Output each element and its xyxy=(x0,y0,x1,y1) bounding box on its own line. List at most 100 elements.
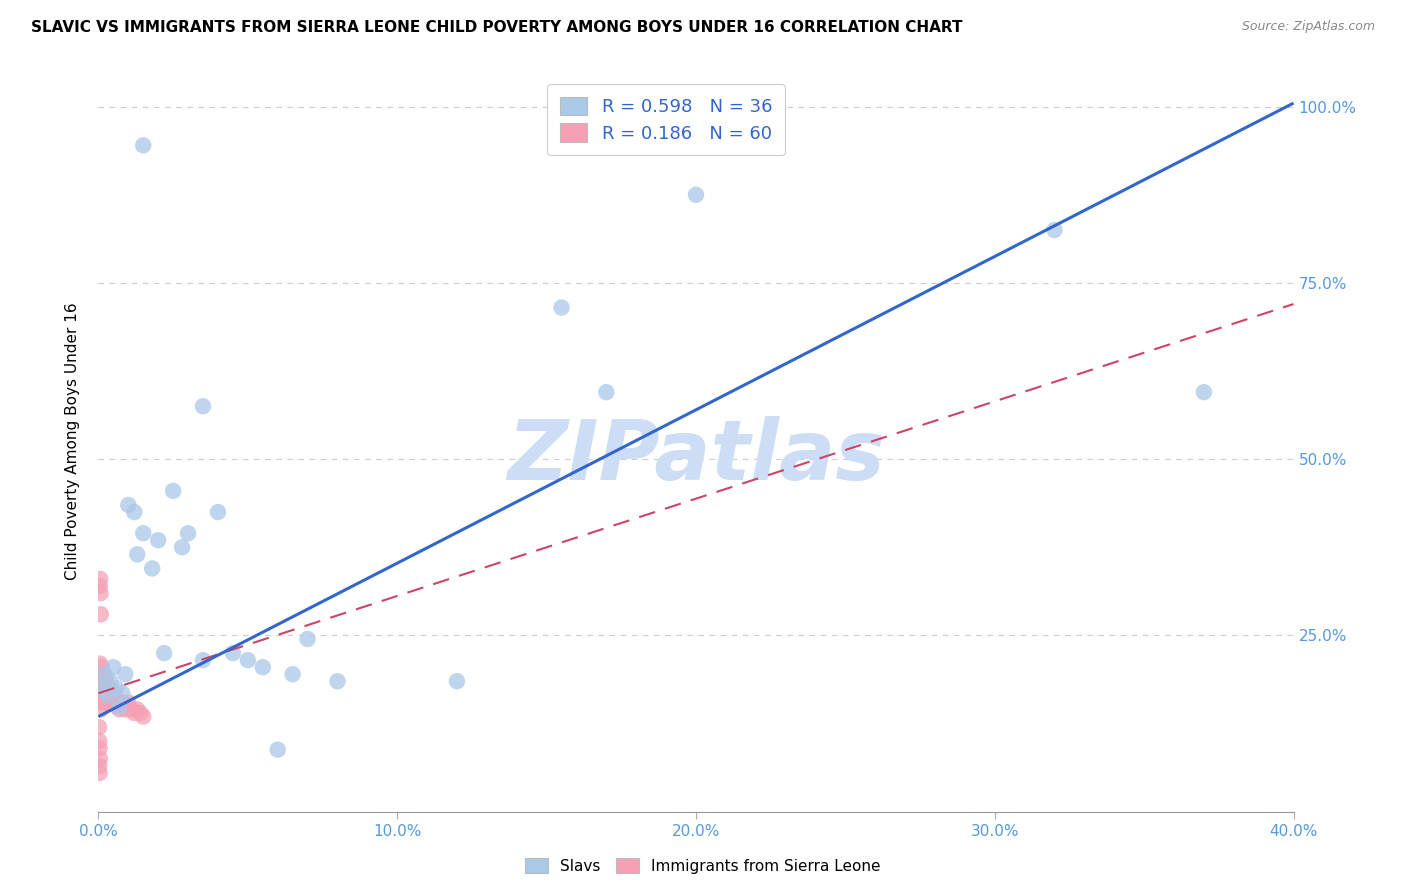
Point xyxy=(89,752,111,766)
Point xyxy=(90,681,112,696)
Point xyxy=(114,667,136,681)
Point xyxy=(94,685,117,699)
Y-axis label: Child Poverty Among Boys Under 16: Child Poverty Among Boys Under 16 xyxy=(65,302,80,581)
Point xyxy=(550,301,572,315)
Point xyxy=(98,681,122,696)
Point xyxy=(87,689,110,703)
Point xyxy=(1192,385,1215,400)
Point xyxy=(89,667,111,681)
Point xyxy=(153,646,176,660)
Point xyxy=(90,685,112,699)
Point xyxy=(96,681,118,696)
Point xyxy=(124,505,146,519)
Point xyxy=(94,692,117,706)
Point xyxy=(281,667,304,681)
Point xyxy=(127,547,149,561)
Point xyxy=(108,702,131,716)
Point xyxy=(93,689,115,703)
Point xyxy=(98,692,122,706)
Point xyxy=(127,702,149,716)
Point xyxy=(90,607,112,622)
Point xyxy=(177,526,200,541)
Point xyxy=(222,646,245,660)
Point xyxy=(87,720,110,734)
Point xyxy=(111,686,134,700)
Point xyxy=(98,674,122,689)
Point xyxy=(89,759,111,773)
Point xyxy=(132,526,155,541)
Point xyxy=(96,692,118,706)
Point xyxy=(89,579,111,593)
Point xyxy=(105,692,128,706)
Point xyxy=(93,671,115,685)
Point xyxy=(124,706,146,720)
Point xyxy=(141,561,163,575)
Point xyxy=(117,498,139,512)
Point xyxy=(129,706,152,720)
Point xyxy=(114,702,136,716)
Point xyxy=(93,681,115,696)
Point xyxy=(207,505,229,519)
Point xyxy=(1043,223,1066,237)
Point xyxy=(96,692,118,706)
Point xyxy=(172,541,194,555)
Point xyxy=(93,678,115,692)
Point xyxy=(326,674,349,689)
Point xyxy=(162,483,184,498)
Text: ZIPatlas: ZIPatlas xyxy=(508,416,884,497)
Point xyxy=(94,671,117,685)
Point xyxy=(103,695,125,709)
Point xyxy=(132,709,155,723)
Point xyxy=(148,533,170,548)
Text: SLAVIC VS IMMIGRANTS FROM SIERRA LEONE CHILD POVERTY AMONG BOYS UNDER 16 CORRELA: SLAVIC VS IMMIGRANTS FROM SIERRA LEONE C… xyxy=(31,20,963,35)
Point xyxy=(111,695,134,709)
Point xyxy=(97,685,120,699)
Point xyxy=(297,632,319,646)
Point xyxy=(90,671,112,685)
Point xyxy=(89,741,111,756)
Point xyxy=(97,695,120,709)
Point xyxy=(96,695,118,709)
Point xyxy=(117,695,139,709)
Point xyxy=(236,653,259,667)
Point xyxy=(89,681,111,696)
Point xyxy=(120,702,142,716)
Point xyxy=(446,674,468,689)
Point xyxy=(96,689,118,703)
Point xyxy=(252,660,274,674)
Point xyxy=(105,681,128,696)
Point xyxy=(104,689,127,703)
Point xyxy=(103,689,125,703)
Point xyxy=(91,674,114,689)
Point xyxy=(103,660,125,674)
Legend: R = 0.598   N = 36, R = 0.186   N = 60: R = 0.598 N = 36, R = 0.186 N = 60 xyxy=(547,84,785,155)
Point xyxy=(93,695,115,709)
Point xyxy=(89,766,111,780)
Point xyxy=(101,695,124,709)
Point xyxy=(89,678,111,692)
Point xyxy=(132,138,155,153)
Point xyxy=(90,702,112,716)
Point xyxy=(108,695,131,709)
Point xyxy=(89,572,111,586)
Point xyxy=(97,689,120,703)
Point xyxy=(108,700,131,714)
Text: Source: ZipAtlas.com: Source: ZipAtlas.com xyxy=(1241,20,1375,33)
Point xyxy=(105,698,128,713)
Point xyxy=(91,685,114,699)
Point xyxy=(89,695,111,709)
Point xyxy=(685,187,707,202)
Point xyxy=(595,385,617,400)
Point xyxy=(89,586,111,600)
Point xyxy=(100,685,122,699)
Point xyxy=(89,657,111,671)
Point xyxy=(267,742,290,756)
Point xyxy=(93,667,115,681)
Point xyxy=(91,692,114,706)
Point xyxy=(89,734,111,748)
Legend: Slavs, Immigrants from Sierra Leone: Slavs, Immigrants from Sierra Leone xyxy=(519,852,887,880)
Point xyxy=(91,681,114,696)
Point xyxy=(90,660,112,674)
Point xyxy=(91,667,114,681)
Point xyxy=(191,653,214,667)
